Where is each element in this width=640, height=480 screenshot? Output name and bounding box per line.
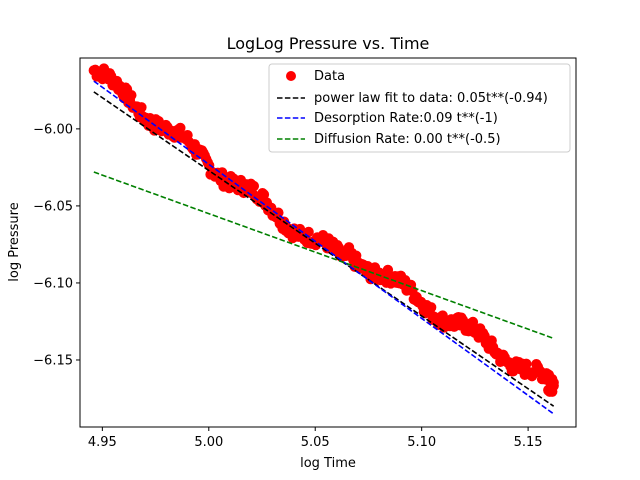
chart-title: LogLog Pressure vs. Time (227, 34, 430, 53)
y-axis: −6.00 −6.05 −6.10 −6.15 (33, 122, 80, 368)
legend: Data power law fit to data: 0.05t**(-0.9… (268, 63, 571, 153)
data-point (425, 302, 437, 313)
legend-data-label: Data (314, 69, 345, 84)
x-tick-label: 5.00 (194, 435, 223, 450)
series-lines (93, 80, 555, 415)
plot-content (88, 63, 559, 415)
x-tick-label: 4.95 (88, 435, 117, 450)
data-point (136, 102, 147, 113)
x-tick-label: 5.05 (301, 435, 330, 450)
y-tick-label: −6.00 (33, 122, 73, 137)
legend-data-marker (286, 71, 296, 81)
x-tick-label: 5.10 (407, 435, 436, 450)
data-point (175, 122, 186, 134)
y-tick-label: −6.15 (33, 353, 73, 368)
x-axis-label: log Time (300, 456, 356, 471)
series-line (93, 171, 554, 340)
data-point (273, 207, 284, 218)
legend-box (268, 63, 571, 153)
data-point (258, 189, 270, 200)
y-axis-label: log Pressure (7, 202, 22, 281)
legend-desorption-label: Desorption Rate:0.09 t**(-1) (314, 111, 498, 126)
series-line (93, 91, 555, 407)
y-tick-label: −6.05 (33, 199, 73, 214)
data-point (126, 89, 137, 101)
legend-fit-label: power law fit to data: 0.05t**(-0.94) (314, 91, 548, 106)
x-axis: 4.95 5.00 5.05 5.10 5.15 (88, 427, 543, 450)
data-point (543, 385, 554, 396)
data-point (543, 369, 554, 381)
data-point (467, 316, 479, 328)
data-point (521, 358, 532, 370)
y-tick-label: −6.10 (33, 276, 73, 291)
plot-frame (79, 57, 577, 428)
x-tick-label: 5.15 (514, 435, 543, 450)
legend-diffusion-label: Diffusion Rate: 0.00 t**(-0.5) (314, 132, 501, 147)
data-point (248, 180, 260, 192)
